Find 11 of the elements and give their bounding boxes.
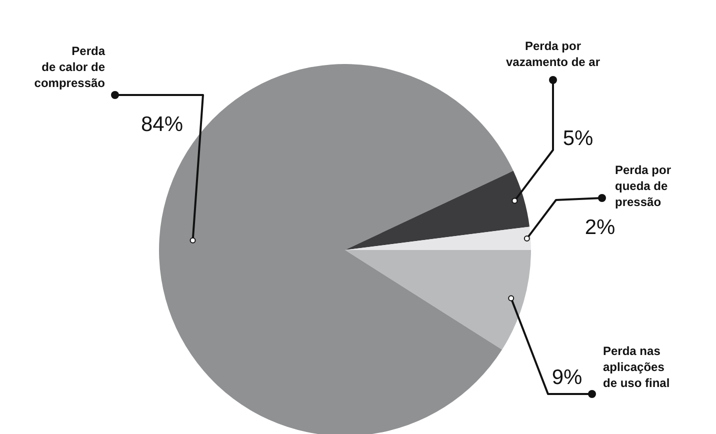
slice-label: Perda por queda de pressão	[615, 163, 672, 209]
pie-slice	[345, 226, 531, 250]
slice-label: Perda nas aplicações de uso final	[603, 344, 670, 390]
data-label: 84%	[140, 113, 184, 136]
data-label: 9%	[552, 366, 582, 389]
pie-slice	[345, 250, 531, 350]
slice-label: Perda de calor de compressão	[34, 44, 106, 90]
slice-label: Perda por vazamento de ar	[506, 39, 600, 69]
pie-slice	[345, 170, 530, 250]
data-label: 5%	[562, 127, 594, 150]
data-label: 2%	[584, 216, 616, 239]
